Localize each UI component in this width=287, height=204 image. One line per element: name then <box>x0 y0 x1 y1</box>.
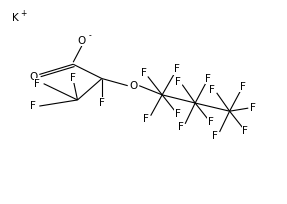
Text: F: F <box>178 122 184 133</box>
Text: +: + <box>20 9 27 18</box>
Text: F: F <box>175 76 181 87</box>
Text: F: F <box>174 64 179 74</box>
Text: F: F <box>175 109 181 119</box>
Text: F: F <box>205 73 211 84</box>
Text: F: F <box>70 72 76 83</box>
Text: O: O <box>129 81 137 91</box>
Text: K: K <box>12 13 19 23</box>
Text: F: F <box>99 98 105 108</box>
Text: O: O <box>78 36 86 46</box>
Text: F: F <box>208 117 214 128</box>
Text: F: F <box>34 79 40 89</box>
Text: O: O <box>29 71 37 82</box>
Text: F: F <box>30 101 36 111</box>
Text: F: F <box>243 125 248 136</box>
Text: F: F <box>141 68 146 79</box>
Text: F: F <box>250 103 255 113</box>
Text: F: F <box>144 114 149 124</box>
Text: F: F <box>240 82 245 92</box>
Text: -: - <box>88 31 91 40</box>
Text: F: F <box>210 85 215 95</box>
Text: F: F <box>212 131 218 141</box>
